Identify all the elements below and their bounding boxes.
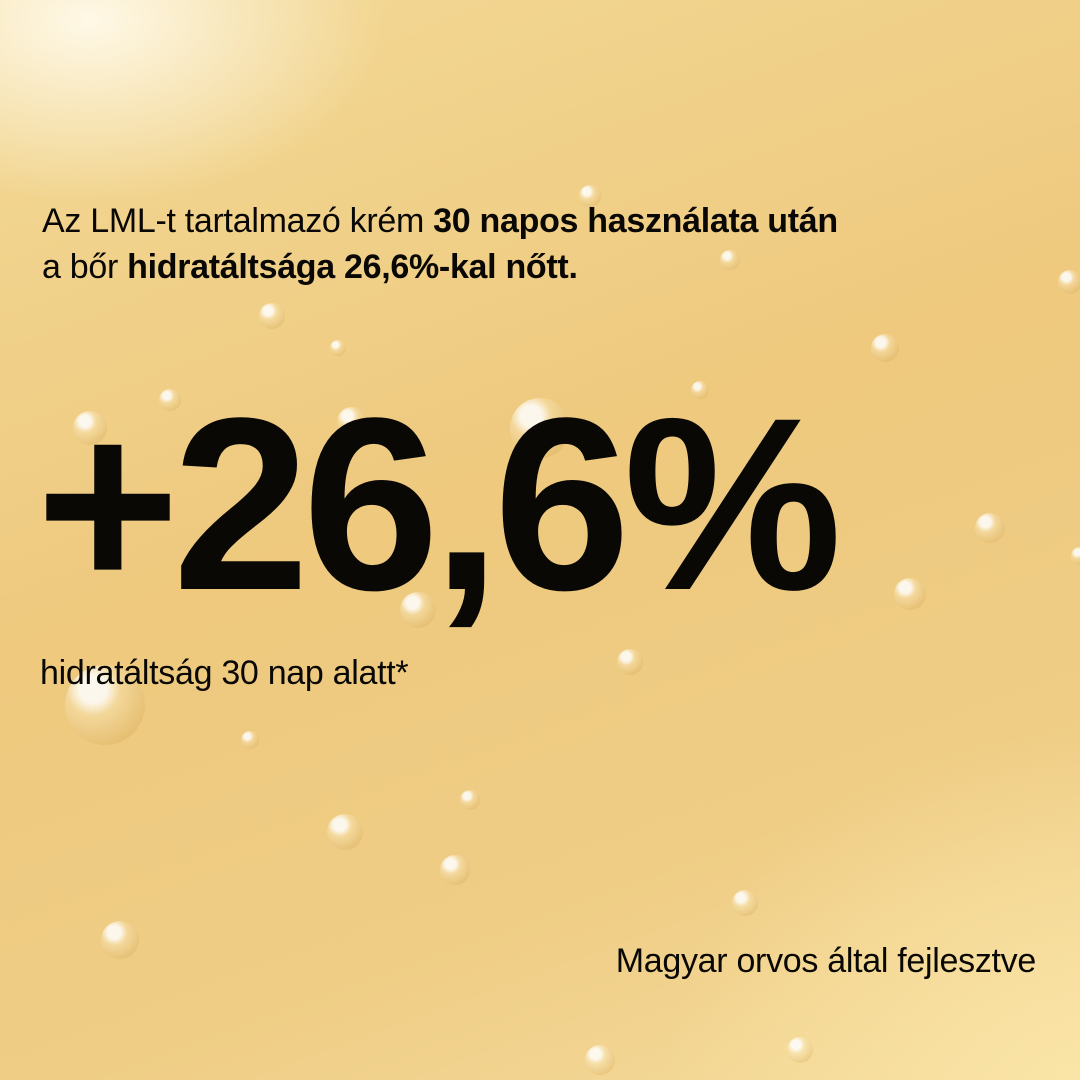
bubble [73, 411, 107, 445]
bubble [159, 389, 181, 411]
headline-line2-regular: a bőr [42, 248, 128, 286]
bubble [241, 731, 259, 749]
headline-line2-bold: hidratáltsága 26,6%-kal nőtt. [127, 248, 578, 286]
bubble [1058, 270, 1080, 294]
bubble [259, 303, 285, 329]
bubble [975, 513, 1005, 543]
stat-caption: hidratáltság 30 nap alatt* [40, 654, 409, 692]
bubble [510, 398, 570, 458]
bubble [732, 890, 758, 916]
headline: Az LML-t tartalmazó krém 30 napos haszná… [42, 198, 838, 290]
bubble [1071, 547, 1080, 565]
headline-line1-bold: 30 napos használata után [433, 202, 838, 240]
bubble [101, 921, 139, 959]
bubble [460, 790, 480, 810]
bubble [65, 665, 145, 745]
bubble [330, 340, 346, 356]
bubble [787, 1037, 813, 1063]
footer-tagline: Magyar orvos által fejlesztve [615, 942, 1037, 980]
bubble [617, 649, 643, 675]
bubble [327, 814, 363, 850]
bubble [579, 185, 601, 207]
bubble [871, 334, 899, 362]
bubble [691, 381, 709, 399]
stat-value: +26,6% [36, 367, 842, 642]
bubble [337, 407, 367, 437]
bubble [585, 1045, 615, 1075]
bubble [894, 578, 926, 610]
headline-line1-regular: Az LML-t tartalmazó krém [42, 202, 434, 240]
bubble [440, 855, 470, 885]
bubble [720, 250, 740, 270]
bubble [400, 592, 436, 628]
